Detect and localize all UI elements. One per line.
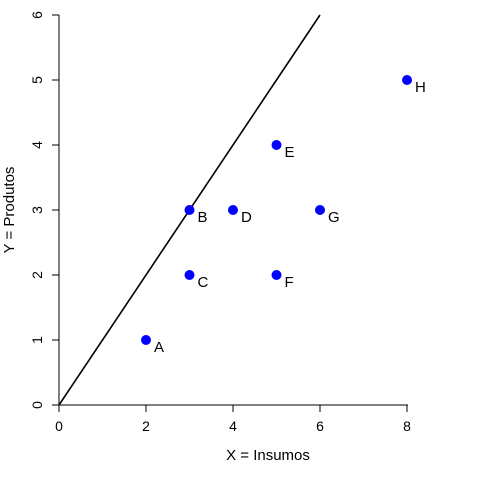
data-point-f — [272, 270, 282, 280]
data-points: A B C D E F G H — [141, 75, 426, 356]
x-tick-label: 8 — [403, 418, 411, 434]
point-label-b: B — [198, 209, 208, 226]
y-tick-label: 1 — [29, 336, 45, 344]
point-label-h: H — [415, 79, 426, 96]
y-tick-label: 3 — [29, 206, 45, 214]
y-tick-label: 2 — [29, 271, 45, 279]
data-point-g — [315, 205, 325, 215]
data-point-b — [185, 205, 195, 215]
x-tick-label: 2 — [142, 418, 150, 434]
x-axis: 0 2 4 6 8 — [55, 405, 411, 434]
point-label-c: C — [198, 274, 209, 291]
y-tick-label: 6 — [29, 11, 45, 19]
x-tick-label: 4 — [229, 418, 237, 434]
x-tick-label: 0 — [55, 418, 63, 434]
point-label-e: E — [285, 144, 295, 161]
y-axis: 0 1 2 3 4 5 6 — [29, 11, 59, 409]
x-axis-ticks: 0 2 4 6 8 — [55, 405, 411, 434]
point-label-g: G — [328, 209, 340, 226]
y-tick-label: 0 — [29, 401, 45, 409]
x-tick-label: 6 — [316, 418, 324, 434]
data-point-a — [141, 335, 151, 345]
point-label-d: D — [241, 209, 252, 226]
y-tick-label: 5 — [29, 76, 45, 84]
point-label-a: A — [154, 339, 164, 356]
data-point-d — [228, 205, 238, 215]
y-axis-ticks: 0 1 2 3 4 5 6 — [29, 11, 59, 409]
point-label-f: F — [285, 274, 294, 291]
x-axis-label: X = Insumos — [226, 447, 310, 464]
data-point-c — [185, 270, 195, 280]
data-point-e — [272, 140, 282, 150]
y-axis-label: Y = Produtos — [1, 167, 18, 254]
y-tick-label: 4 — [29, 141, 45, 149]
data-point-h — [402, 75, 412, 85]
